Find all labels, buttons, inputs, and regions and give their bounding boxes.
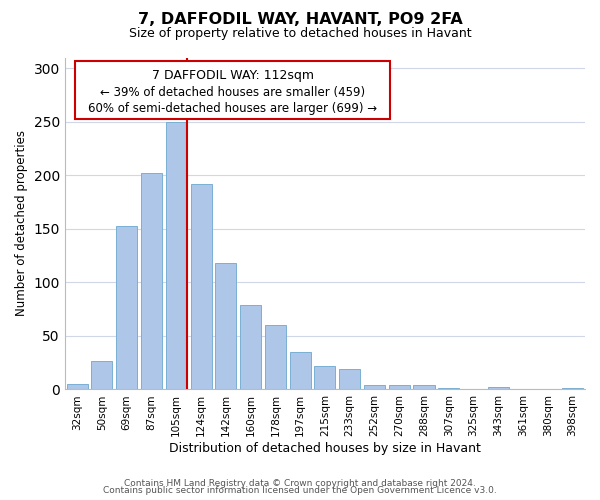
X-axis label: Distribution of detached houses by size in Havant: Distribution of detached houses by size … <box>169 442 481 455</box>
Bar <box>290 352 311 390</box>
Text: Contains HM Land Registry data © Crown copyright and database right 2024.: Contains HM Land Registry data © Crown c… <box>124 478 476 488</box>
Bar <box>166 122 187 390</box>
Text: ← 39% of detached houses are smaller (459): ← 39% of detached houses are smaller (45… <box>100 86 365 98</box>
Bar <box>488 388 509 390</box>
Text: Size of property relative to detached houses in Havant: Size of property relative to detached ho… <box>128 28 472 40</box>
Bar <box>141 173 162 390</box>
Bar <box>314 366 335 390</box>
Bar <box>364 385 385 390</box>
Bar <box>339 369 360 390</box>
Text: Contains public sector information licensed under the Open Government Licence v3: Contains public sector information licen… <box>103 486 497 495</box>
Bar <box>67 384 88 390</box>
Bar <box>389 385 410 390</box>
Text: 60% of semi-detached houses are larger (699) →: 60% of semi-detached houses are larger (… <box>88 102 377 116</box>
Bar <box>215 263 236 390</box>
Bar <box>191 184 212 390</box>
Bar <box>116 226 137 390</box>
Text: 7 DAFFODIL WAY: 112sqm: 7 DAFFODIL WAY: 112sqm <box>152 69 314 82</box>
Bar <box>413 385 434 390</box>
Bar <box>438 388 459 390</box>
Bar <box>240 305 261 390</box>
Bar <box>562 388 583 390</box>
Text: 7, DAFFODIL WAY, HAVANT, PO9 2FA: 7, DAFFODIL WAY, HAVANT, PO9 2FA <box>137 12 463 28</box>
Y-axis label: Number of detached properties: Number of detached properties <box>15 130 28 316</box>
FancyBboxPatch shape <box>75 61 390 119</box>
Bar <box>91 360 112 390</box>
Bar <box>265 325 286 390</box>
